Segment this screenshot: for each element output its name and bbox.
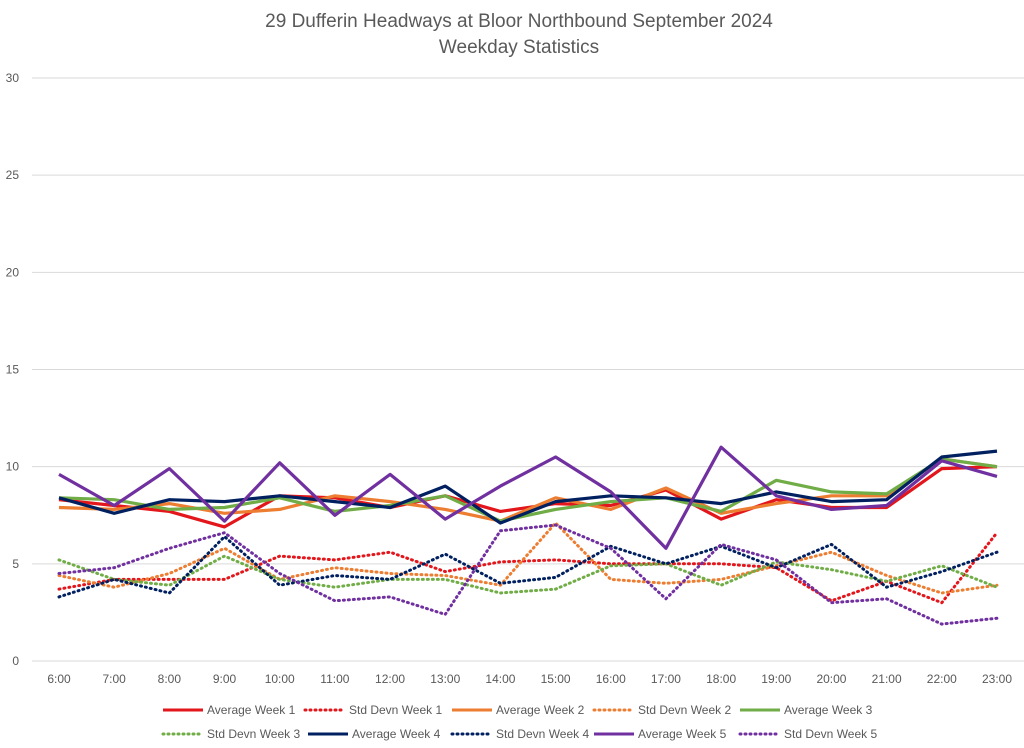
x-tick-label: 18:00	[706, 672, 736, 686]
x-tick-label: 20:00	[816, 672, 846, 686]
legend-label: Std Devn Week 2	[638, 703, 731, 717]
series-line-average-week-3	[58, 457, 998, 523]
legend-label: Std Devn Week 1	[349, 703, 442, 717]
x-tick-label: 17:00	[651, 672, 681, 686]
series-line-std-devn-week-5	[57, 523, 999, 626]
x-tick-label: 8:00	[158, 672, 182, 686]
legend-label: Std Devn Week 4	[496, 727, 589, 741]
x-tick-label: 23:00	[982, 672, 1012, 686]
x-tick-label: 19:00	[761, 672, 791, 686]
y-tick-label: 0	[12, 654, 19, 668]
legend-label: Std Devn Week 5	[784, 727, 877, 741]
legend-label: Average Week 2	[496, 703, 585, 717]
x-tick-label: 11:00	[320, 672, 349, 686]
series-line-std-devn-week-1	[57, 531, 999, 605]
y-tick-label: 30	[6, 71, 20, 85]
x-tick-label: 12:00	[375, 672, 405, 686]
x-tick-label: 6:00	[47, 672, 71, 686]
series-line-std-devn-week-2	[57, 521, 999, 595]
series-line-average-week-5	[58, 445, 998, 550]
x-tick-label: 13:00	[430, 672, 460, 686]
legend-label: Average Week 4	[352, 727, 441, 741]
y-tick-label: 15	[6, 363, 20, 377]
x-tick-label: 10:00	[265, 672, 295, 686]
series-lines	[57, 445, 999, 626]
x-tick-label: 15:00	[541, 672, 571, 686]
x-axis-ticks: 6:00 7:00 8:00 9:00 10:00 11:00 12:00 13:00 14:0…	[47, 672, 1012, 686]
legend-label: Std Devn Week 3	[207, 727, 300, 741]
x-tick-label: 21:00	[872, 672, 902, 686]
x-tick-label: 16:00	[596, 672, 626, 686]
legend: Average Week 1 Std Devn Week 1 Average Wee…	[161, 703, 877, 741]
x-tick-label: 7:00	[102, 672, 126, 686]
series-line-average-week-4	[58, 449, 998, 525]
y-tick-label: 25	[6, 168, 20, 182]
legend-label: Average Week 3	[784, 703, 873, 717]
chart-subtitle: Weekday Statistics	[439, 37, 599, 58]
series-line-std-devn-week-4	[57, 535, 999, 599]
y-tick-label: 10	[6, 460, 20, 474]
x-tick-label: 22:00	[927, 672, 957, 686]
x-tick-label: 14:00	[485, 672, 515, 686]
series-line-std-devn-week-3	[57, 554, 999, 595]
legend-label: Average Week 5	[638, 727, 727, 741]
chart-title: 29 Dufferin Headways at Bloor Northbound…	[265, 11, 773, 32]
x-tick-label: 9:00	[213, 672, 237, 686]
legend-label: Average Week 1	[207, 703, 296, 717]
gridlines	[32, 77, 1024, 662]
y-tick-label: 5	[12, 557, 19, 571]
y-tick-label: 20	[6, 265, 20, 279]
y-axis-ticks: 0 5 10 15 20 25 30	[6, 71, 20, 668]
